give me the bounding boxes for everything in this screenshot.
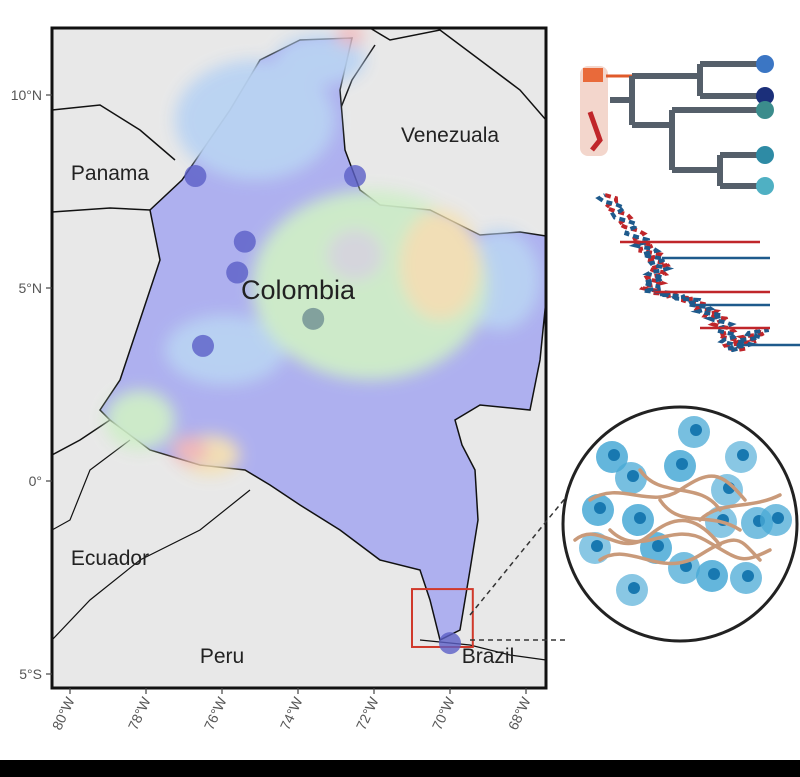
lon-tick-label: 72°W	[353, 694, 382, 733]
trypanosome-parasite	[698, 493, 782, 522]
tree-branches	[610, 61, 765, 189]
zone-sw-pink	[172, 436, 208, 464]
sample-site-marker	[302, 307, 325, 330]
cell-nucleus	[772, 512, 784, 524]
longitude-axis: 80°W 78°W 76°W 74°W 72°W 70°W 68°W	[49, 688, 534, 732]
trypanosome-parasite	[598, 538, 762, 566]
cell-nucleus	[627, 470, 639, 482]
sample-site-marker	[184, 165, 207, 188]
lat-tick-label: 5°S	[19, 666, 42, 682]
tube-worm-icon	[587, 111, 603, 152]
cell-nucleus	[634, 512, 646, 524]
lon-tick-label: 68°W	[505, 694, 534, 733]
trypanosome-parasite	[573, 518, 722, 547]
zone-caribbean-lightblue	[175, 60, 335, 180]
cell-nucleus	[594, 502, 606, 514]
label-venezuela: Venezuala	[401, 124, 499, 147]
cell-nucleus	[708, 568, 720, 580]
sample-site-marker	[439, 632, 461, 655]
dna-strand-blue	[595, 193, 770, 353]
label-ecuador: Ecuador	[71, 547, 149, 570]
trypanosome-parasites	[573, 468, 782, 566]
inset-circle-frame	[561, 405, 799, 643]
lat-tick-label: 5°N	[19, 280, 43, 296]
sample-site-marker	[344, 165, 366, 188]
figure-page: Panama Venezuala Colombia Ecuador Peru B…	[0, 0, 800, 760]
cell-nucleus	[652, 540, 664, 552]
cell-nucleus	[690, 424, 702, 436]
sample-sites	[184, 165, 461, 655]
venezuela-coast	[369, 28, 546, 121]
lon-tick-label: 74°W	[277, 694, 306, 733]
dna-strand	[595, 193, 800, 353]
sequence-reads	[620, 240, 800, 347]
label-peru: Peru	[200, 645, 244, 668]
tree-tip-marker	[756, 146, 774, 164]
tree-tip-marker	[756, 55, 774, 73]
guajira-border	[339, 44, 376, 111]
ecuador-coast	[52, 419, 111, 456]
cell-nucleus	[628, 582, 640, 594]
cell-inset	[469, 405, 799, 643]
sample-site-marker	[192, 334, 214, 357]
cell-nucleus	[608, 449, 620, 461]
lon-tick-label: 78°W	[125, 694, 154, 733]
tree-tips	[756, 55, 774, 195]
trypanosome-parasite	[608, 528, 772, 561]
trypanosome-parasite	[658, 498, 742, 532]
label-panama: Panama	[71, 162, 150, 185]
colombia-map: Panama Venezuala Colombia Ecuador Peru B…	[11, 26, 548, 732]
label-colombia: Colombia	[241, 275, 356, 305]
sample-site-marker	[226, 261, 249, 284]
zone-north-pink	[336, 28, 364, 45]
tree-tip-marker	[756, 177, 774, 195]
figure: Panama Venezuala Colombia Ecuador Peru B…	[11, 26, 800, 732]
lon-tick-label: 80°W	[49, 694, 78, 733]
zone-pacific-lightblue	[165, 315, 285, 385]
caribbean-coast-west	[52, 104, 176, 161]
cell-nucleus	[737, 449, 749, 461]
ecuador-interior	[52, 439, 131, 531]
blood-cells	[579, 416, 792, 606]
trypanosome-parasite	[638, 468, 722, 512]
cell-nucleus	[742, 570, 754, 582]
phylogenetic-tree	[580, 55, 774, 195]
tube-top-band	[583, 68, 603, 82]
lon-tick-label: 70°W	[429, 694, 458, 733]
tree-tip-marker	[756, 87, 774, 105]
zone-highland-grey	[327, 229, 383, 281]
zone-sw-green	[105, 390, 175, 450]
lon-tick-label: 76°W	[201, 694, 230, 733]
lat-tick-label: 0°	[29, 473, 42, 489]
tube-icon	[580, 66, 608, 156]
zone-llanos-yellow	[400, 210, 480, 320]
latitude-axis: 10°N 5°N 0° 5°S	[11, 87, 52, 682]
peru-ecuador-border	[52, 489, 251, 641]
inset-connector-upper	[469, 479, 581, 616]
map-frame	[50, 26, 548, 690]
sample-site-marker	[233, 230, 256, 253]
label-brazil: Brazil	[462, 645, 515, 668]
zone-guajira-lightblue	[275, 35, 365, 85]
cell-nucleus	[591, 540, 603, 552]
cell-nucleus	[676, 458, 688, 470]
tree-tip-marker	[756, 101, 774, 119]
lat-tick-label: 10°N	[11, 87, 42, 103]
